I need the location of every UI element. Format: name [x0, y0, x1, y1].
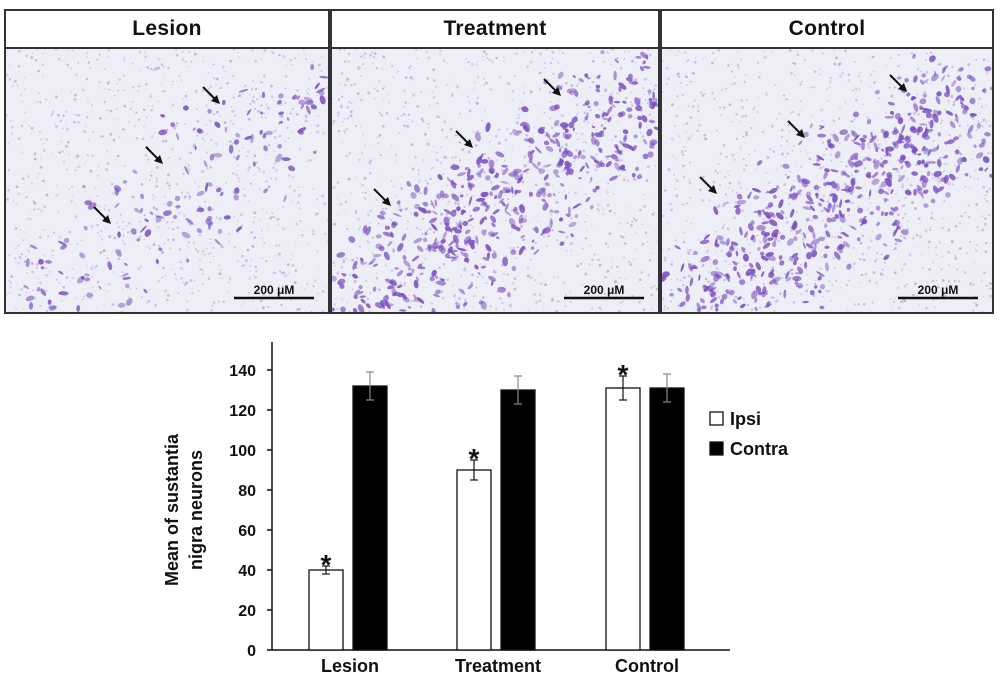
lesion-micrograph: 200 μM — [6, 49, 328, 312]
legend-label-ipsi: Ipsi — [730, 409, 761, 429]
legend-label-contra: Contra — [730, 439, 789, 459]
scale-bar-label: 200 μM — [584, 283, 625, 297]
x-tick-label-lesion: Lesion — [321, 656, 379, 675]
x-tick-label-control: Control — [615, 656, 679, 675]
tissue-background — [332, 49, 658, 312]
legend-swatch-contra — [709, 441, 724, 456]
legend: Ipsi Contra — [709, 409, 789, 459]
contra-bar-control — [649, 387, 685, 651]
micrograph-panels: Lesion 200 μM Treatment 200 μM Control 2… — [4, 9, 994, 316]
contra-bar-treatment — [500, 389, 536, 651]
significance-star: * — [321, 549, 332, 580]
y-tick-label: 20 — [238, 603, 256, 620]
pointer-arrow-icon — [455, 130, 473, 148]
y-axis-label: Mean of sustantia nigra neurons — [162, 433, 206, 586]
neuron-stain-texture — [662, 49, 992, 312]
y-tick-label: 0 — [247, 643, 256, 660]
significance-star: * — [618, 359, 629, 390]
scale-bar-label: 200 μM — [918, 283, 959, 297]
y-tick-label: 40 — [238, 563, 256, 580]
pointer-arrow-icon — [889, 74, 907, 92]
pointer-arrow-icon — [93, 206, 111, 224]
ipsi-bar-control — [605, 387, 641, 651]
x-tick-label-treatment: Treatment — [455, 656, 541, 675]
treatment-micrograph: 200 μM — [332, 49, 658, 312]
significance-star: * — [469, 443, 480, 474]
y-tick-label: 120 — [229, 403, 256, 420]
pointer-arrow-icon — [202, 86, 220, 104]
y-tick-label: 140 — [229, 363, 256, 380]
neuron-bar-chart: 0 20 40 60 80 100 120 140 Mean of sustantia nigra… — [162, 342, 789, 675]
contra-bar-lesion — [352, 385, 388, 651]
tissue-background — [6, 49, 328, 312]
panel-title-treatment: Treatment — [332, 11, 658, 49]
scale-bar-label: 200 μM — [254, 283, 295, 297]
pointer-arrow-icon — [787, 120, 805, 138]
treatment-panel: Treatment 200 μM — [330, 9, 660, 314]
y-tick-label: 80 — [238, 483, 256, 500]
y-tick-label: 100 — [229, 443, 256, 460]
panel-title-control: Control — [662, 11, 992, 49]
pointer-arrow-icon — [699, 176, 717, 194]
lesion-panel: Lesion 200 μM — [4, 9, 330, 314]
legend-swatch-ipsi — [709, 411, 724, 426]
panel-title-lesion: Lesion — [6, 11, 328, 49]
control-panel: Control 200 μM — [660, 9, 994, 314]
y-tick-label: 60 — [238, 523, 256, 540]
ipsi-bar-treatment — [456, 469, 492, 651]
pointer-arrow-icon — [145, 146, 163, 164]
ipsi-bar-lesion — [308, 569, 344, 651]
control-micrograph: 200 μM — [662, 49, 992, 312]
pointer-arrow-icon — [543, 78, 561, 96]
pointer-arrow-icon — [373, 188, 391, 206]
neuron-stain-texture — [332, 49, 658, 312]
